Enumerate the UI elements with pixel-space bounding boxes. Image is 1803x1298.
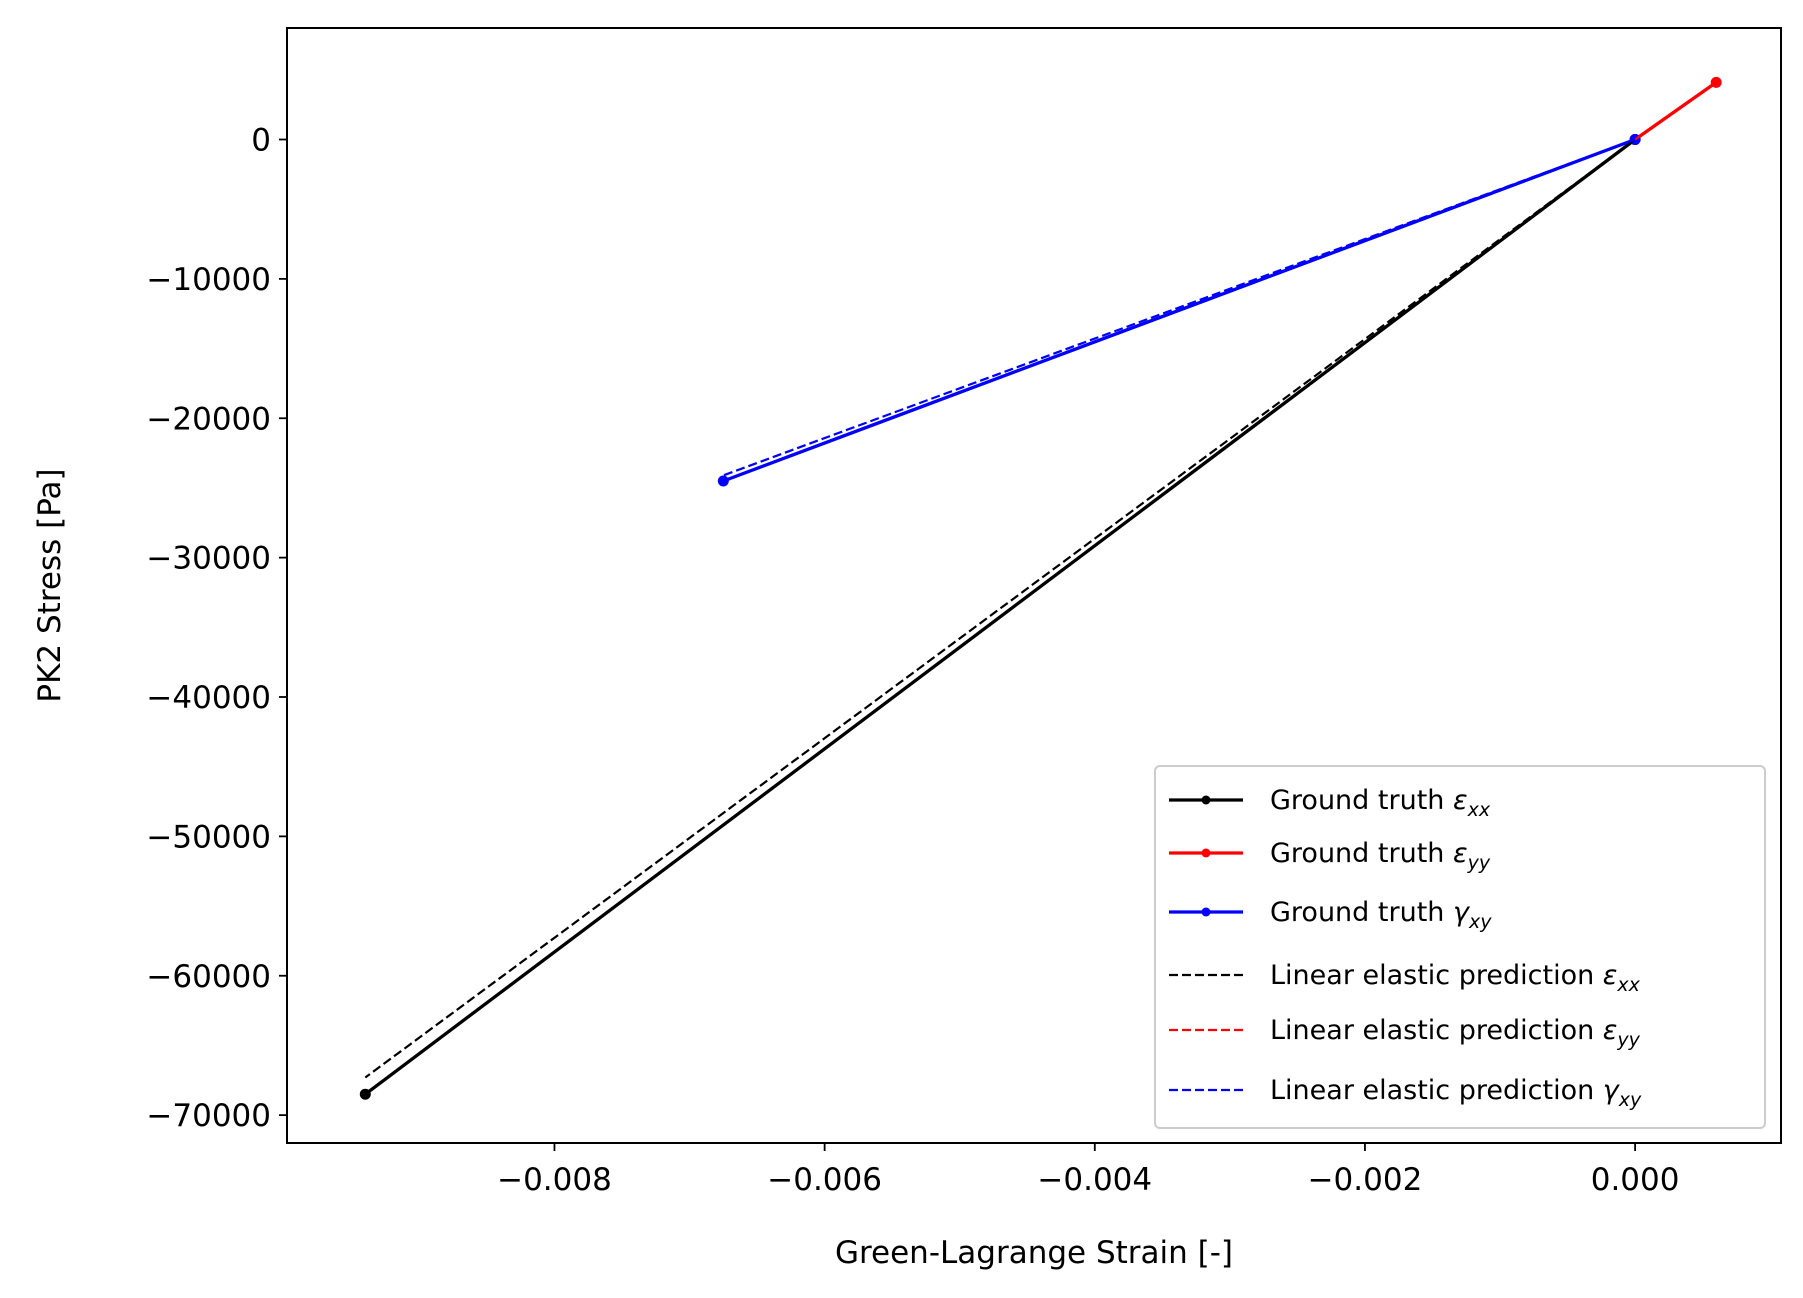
- y-tick-label: 0: [251, 123, 271, 159]
- legend-label-subscript: yy: [1467, 852, 1491, 874]
- y-tick-label: −40000: [146, 680, 271, 716]
- y-tick-label: −60000: [146, 959, 271, 995]
- legend-label-symbol: γ: [1453, 897, 1471, 928]
- y-tick-label: −20000: [146, 401, 271, 437]
- legend-label-subscript: yy: [1616, 1029, 1640, 1051]
- y-tick-label: −10000: [146, 262, 271, 298]
- series-3-point-2: [717, 475, 729, 487]
- x-tick-label: −0.008: [497, 1162, 612, 1198]
- legend-label-text: Linear elastic prediction: [1270, 960, 1603, 991]
- legend-label-subscript: xy: [1468, 911, 1492, 933]
- x-tick-label: −0.006: [767, 1162, 882, 1198]
- legend-label-5: Linear elastic prediction εyy: [1270, 1015, 1641, 1051]
- legend-label-text: Linear elastic prediction: [1270, 1075, 1603, 1106]
- series-1-point-2: [359, 1088, 371, 1100]
- plot-area: [359, 76, 1722, 1100]
- legend-label-text: Ground truth: [1270, 838, 1453, 869]
- legend-label-3: Ground truth γxy: [1270, 897, 1492, 933]
- legend-label-text: Linear elastic prediction: [1270, 1015, 1603, 1046]
- legend-label-text: Ground truth: [1270, 897, 1453, 928]
- series-line-4: [364, 138, 1636, 1079]
- legend-label-symbol: ε: [1603, 1015, 1618, 1046]
- legend-label-subscript: xx: [1616, 974, 1640, 996]
- legend-label-2: Ground truth εyy: [1270, 838, 1491, 874]
- legend-box: [1154, 765, 1766, 1129]
- legend-label-symbol: ε: [1453, 838, 1468, 869]
- legend-label-4: Linear elastic prediction εxx: [1270, 960, 1641, 996]
- legend-marker-1: [1201, 795, 1211, 805]
- y-tick-label: −70000: [146, 1098, 271, 1134]
- legend-label-1: Ground truth εxx: [1270, 785, 1491, 821]
- legend-label-symbol: ε: [1453, 785, 1468, 816]
- y-tick-label: −50000: [146, 819, 271, 855]
- legend-label-symbol: γ: [1603, 1075, 1621, 1106]
- x-axis-label: Green-Lagrange Strain [-]: [835, 1235, 1233, 1271]
- x-tick-label: −0.002: [1308, 1162, 1423, 1198]
- series-line-5: [1634, 81, 1717, 141]
- series-line-1: [364, 138, 1637, 1096]
- axes-frame: [286, 27, 1782, 1144]
- legend-label-subscript: xx: [1467, 799, 1491, 821]
- legend-marker-2: [1201, 848, 1211, 858]
- y-axis-label: PK2 Stress [Pa]: [32, 468, 68, 702]
- x-tick-label: 0.000: [1591, 1162, 1680, 1198]
- series-line-6: [722, 138, 1636, 477]
- y-axis-ticks: 0 −10000 −20000 −30000 −40000 −50000 −60000 −70…: [146, 123, 287, 1134]
- legend-label-text: Ground truth: [1270, 785, 1453, 816]
- x-axis-ticks: −0.008 −0.006 −0.004 −0.002 0.000: [497, 1143, 1679, 1198]
- y-tick-label: −30000: [146, 541, 271, 577]
- legend-label-6: Linear elastic prediction γxy: [1270, 1075, 1642, 1111]
- legend-marker-3: [1201, 907, 1211, 917]
- legend-label-subscript: xy: [1618, 1089, 1642, 1111]
- x-tick-label: −0.004: [1037, 1162, 1152, 1198]
- legend-label-symbol: ε: [1603, 960, 1618, 991]
